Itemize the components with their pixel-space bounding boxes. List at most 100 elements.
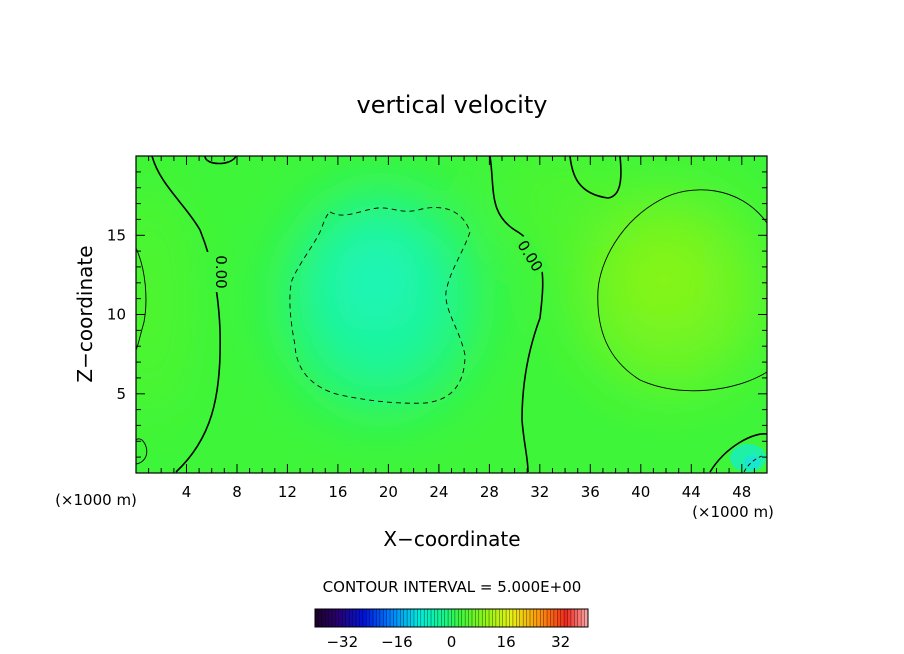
colorbar-cell [315, 609, 319, 627]
x-unit-left: (×1000 m) [55, 491, 137, 509]
x-tick-label: 16 [328, 483, 347, 501]
x-tick-labels: 4 8 12 16 20 24 28 32 36 40 44 48 [182, 483, 752, 501]
colorbar-cell [448, 609, 452, 627]
colorbar-cell [523, 609, 527, 627]
colorbar-cell [509, 609, 514, 627]
colorbar-cell [403, 609, 408, 627]
colorbar-cell [461, 609, 466, 627]
y-tick-label: 5 [116, 385, 126, 403]
positive-contour-left-edge [136, 247, 147, 351]
colorbar-cell [468, 609, 473, 627]
colorbar-cell [349, 609, 353, 627]
colorbar-cell [437, 609, 442, 627]
x-tick-label: 4 [182, 483, 192, 501]
colorbar-cell [332, 609, 336, 627]
colorbar-cell [359, 609, 364, 627]
colorbar-cell [355, 609, 360, 627]
colorbar-cell [564, 609, 568, 627]
zero-contour-top-right [569, 156, 622, 199]
velocity-field [136, 156, 767, 473]
colorbar-cell [482, 609, 487, 627]
colorbar-cell [584, 609, 589, 627]
colorbar-cell [407, 609, 411, 627]
zero-contour-middle [489, 156, 544, 473]
colorbar-cell [424, 609, 429, 627]
colorbar-cell [345, 609, 350, 627]
chart-title: vertical velocity [357, 91, 548, 119]
colorbar-cell [321, 609, 326, 627]
colorbar-cell [512, 609, 517, 627]
colorbar-cell [543, 609, 548, 627]
colorbar-cell [396, 609, 401, 627]
x-tick-label: 44 [682, 483, 701, 501]
x-tick-label: 32 [530, 483, 549, 501]
colorbar-cell [471, 609, 476, 627]
colorbar-cell [478, 609, 483, 627]
colorbar-cell [318, 609, 323, 627]
positive-contour-bottom-left [136, 438, 148, 465]
colorbar-cell [390, 609, 394, 627]
colorbar-cell [383, 609, 388, 627]
x-tick-label: 28 [480, 483, 499, 501]
colorbar-cell [547, 609, 551, 627]
colorbar-cell [454, 609, 459, 627]
colorbar-cell [536, 609, 541, 627]
colorbar-labels: −32 −16 0 16 32 [326, 633, 570, 651]
colorbar-cell [325, 609, 330, 627]
colorbar-cell [550, 609, 555, 627]
colorbar-cell [420, 609, 425, 627]
colorbar-cell [553, 609, 558, 627]
contour-interval: CONTOUR INTERVAL = 5.000E+00 [323, 578, 582, 596]
colorbar-cell [427, 609, 432, 627]
colorbar-cell [465, 609, 469, 627]
colorbar-cell [417, 609, 422, 627]
negative-contour-bottom-right [743, 455, 763, 473]
colorbar-cell [458, 609, 463, 627]
colorbar-cell [342, 609, 347, 627]
colorbar-cell [379, 609, 384, 627]
zero-contour-top-left [204, 156, 237, 165]
colorbar-cell [352, 609, 357, 627]
colorbar-cell [489, 609, 493, 627]
colorbar-cell [393, 609, 398, 627]
colorbar-cell [373, 609, 377, 627]
colorbar-cell [495, 609, 500, 627]
colorbar-cell [540, 609, 545, 627]
colorbar-cell [499, 609, 504, 627]
x-tick-label: 40 [631, 483, 650, 501]
x-tick-label: 24 [429, 483, 448, 501]
colorbar-cell [413, 609, 418, 627]
colorbar-cell [338, 609, 343, 627]
positive-contour-right [597, 189, 767, 392]
x-tick-label: 12 [278, 483, 297, 501]
colorbar-cell [441, 609, 446, 627]
colorbar-cell [574, 609, 579, 627]
x-tick-label: 20 [379, 483, 398, 501]
x-tick-label: 8 [232, 483, 242, 501]
colorbar-tick-label: 0 [447, 633, 457, 651]
colorbar-cell [577, 609, 582, 627]
colorbar-cell [519, 609, 524, 627]
colorbar-cell [410, 609, 415, 627]
y-tick-label: 15 [107, 226, 126, 244]
colorbar-cell [560, 609, 565, 627]
colorbar-cell [567, 609, 572, 627]
contour-label-left: 0.00 [212, 255, 230, 288]
y-tick-labels: 5 10 15 [107, 226, 126, 402]
colorbar-cell [400, 609, 405, 627]
colorbar-cell [526, 609, 531, 627]
colorbar-cell [581, 609, 585, 627]
colorbar-cell [335, 609, 340, 627]
colorbar-cell [557, 609, 562, 627]
colorbar-cell [492, 609, 497, 627]
x-tick-label: 48 [732, 483, 751, 501]
x-unit-right: (×1000 m) [692, 503, 774, 521]
negative-contour-center [289, 207, 471, 404]
colorbar-cell [366, 609, 370, 627]
y-tick-label: 10 [107, 306, 126, 324]
colorbar-cell [475, 609, 480, 627]
colorbar [314, 609, 589, 627]
colorbar-cell [369, 609, 374, 627]
tick-marks [136, 156, 767, 473]
